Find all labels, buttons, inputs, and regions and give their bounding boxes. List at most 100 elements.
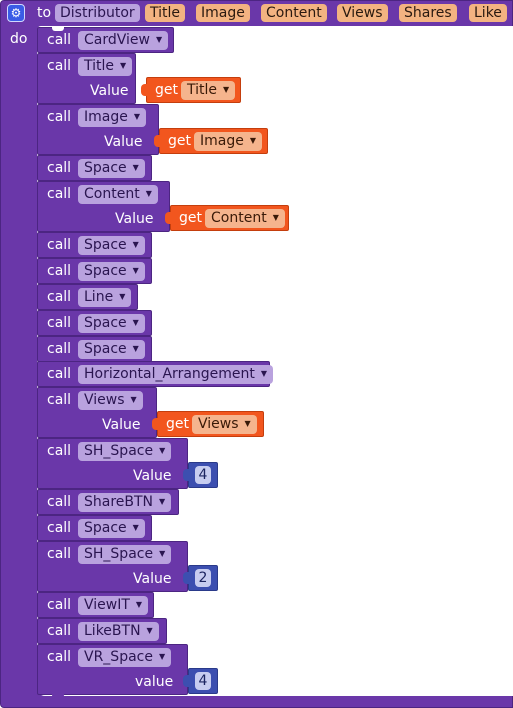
- call-label: call: [47, 392, 72, 408]
- get-label: get: [168, 133, 191, 149]
- call-block-vr-space[interactable]: call VR_Space ▼ value: [37, 644, 188, 698]
- call-label: call: [47, 315, 72, 331]
- chevron-down-icon: ▼: [119, 292, 126, 301]
- component-dropdown[interactable]: Space ▼: [78, 519, 145, 538]
- number-value[interactable]: 4: [195, 466, 211, 484]
- param-views[interactable]: Views: [337, 4, 388, 22]
- get-block-views[interactable]: get Views ▼: [152, 411, 264, 437]
- param-shares[interactable]: Shares: [399, 4, 457, 22]
- component-dropdown[interactable]: Views ▼: [78, 391, 143, 410]
- chevron-down-icon: ▼: [272, 213, 279, 222]
- get-block-content[interactable]: get Content ▼: [165, 205, 289, 231]
- call-block-image[interactable]: call Image ▼ Value: [37, 104, 159, 155]
- call-block-space[interactable]: call Space ▼: [37, 515, 152, 541]
- number-block[interactable]: 2: [183, 565, 218, 591]
- call-label: call: [47, 237, 72, 253]
- component-dropdown[interactable]: Title ▼: [78, 57, 133, 76]
- component-dropdown[interactable]: Space ▼: [78, 314, 145, 333]
- call-label: call: [47, 649, 72, 665]
- call-block-space[interactable]: call Space ▼: [37, 310, 152, 336]
- chevron-down-icon: ▼: [133, 112, 141, 121]
- call-block-space[interactable]: call Space ▼: [37, 232, 152, 258]
- chevron-down-icon: ▼: [155, 35, 163, 44]
- variable-dropdown[interactable]: Views ▼: [192, 415, 257, 434]
- get-block-image[interactable]: get Image ▼: [154, 128, 268, 154]
- number-block[interactable]: 4: [183, 668, 218, 694]
- chevron-down-icon: ▼: [158, 652, 166, 661]
- call-block-cardview[interactable]: call CardView ▼: [37, 27, 174, 53]
- component-dropdown[interactable]: Content ▼: [78, 185, 158, 204]
- value-label: Value: [102, 417, 141, 433]
- component-dropdown[interactable]: SH_Space ▼: [78, 545, 172, 564]
- call-label: call: [47, 623, 72, 639]
- call-block-horizontal-arrangement[interactable]: call Horizontal_Arrangement ▼: [37, 361, 274, 387]
- component-dropdown[interactable]: Image ▼: [78, 108, 147, 127]
- do-label: do: [10, 31, 28, 47]
- chevron-down-icon: ▼: [145, 189, 152, 198]
- call-label: call: [47, 443, 72, 459]
- variable-dropdown[interactable]: Image ▼: [194, 132, 263, 151]
- component-dropdown[interactable]: LikeBTN ▼: [78, 622, 159, 641]
- value-label: Value: [90, 83, 129, 99]
- get-block-title[interactable]: get Title ▼: [141, 77, 241, 103]
- component-dropdown[interactable]: Space ▼: [78, 236, 145, 255]
- chevron-down-icon: ▼: [130, 395, 137, 404]
- call-block-line[interactable]: call Line ▼: [37, 284, 138, 310]
- param-title[interactable]: Title: [145, 4, 186, 22]
- chevron-down-icon: ▼: [132, 344, 139, 353]
- call-label: call: [47, 289, 72, 305]
- call-block-title[interactable]: call Title ▼ Value: [37, 53, 136, 104]
- value-label: value: [135, 674, 174, 690]
- call-block-content[interactable]: call Content ▼ Value: [37, 181, 170, 232]
- component-dropdown[interactable]: Space ▼: [78, 340, 145, 359]
- param-content[interactable]: Content: [261, 4, 327, 22]
- call-block-sh-space[interactable]: call SH_Space ▼ Value: [37, 438, 188, 489]
- component-dropdown[interactable]: VR_Space ▼: [78, 648, 172, 667]
- number-block[interactable]: 4: [183, 462, 218, 488]
- component-dropdown[interactable]: Space ▼: [78, 262, 145, 281]
- chevron-down-icon: ▼: [132, 523, 139, 532]
- procedure-name-field[interactable]: Distributor: [55, 4, 140, 22]
- chevron-down-icon: ▼: [120, 61, 127, 70]
- chevron-down-icon: ▼: [132, 318, 139, 327]
- to-label: to: [37, 5, 52, 21]
- call-label: call: [47, 109, 72, 125]
- param-image[interactable]: Image: [196, 4, 250, 22]
- component-dropdown[interactable]: CardView ▼: [78, 31, 169, 50]
- call-label: call: [47, 546, 72, 562]
- call-block-viewit[interactable]: call ViewIT ▼: [37, 592, 154, 618]
- call-label: call: [47, 597, 72, 613]
- call-block-space[interactable]: call Space ▼: [37, 336, 152, 362]
- call-block-sharebtn[interactable]: call ShareBTN ▼: [37, 489, 179, 515]
- value-label: Value: [133, 571, 172, 587]
- number-value[interactable]: 4: [195, 672, 211, 690]
- call-label: call: [47, 341, 72, 357]
- call-block-space[interactable]: call Space ▼: [37, 258, 152, 284]
- get-label: get: [166, 416, 189, 432]
- component-dropdown[interactable]: SH_Space ▼: [78, 442, 172, 461]
- component-dropdown[interactable]: Horizontal_Arrangement ▼: [78, 365, 274, 384]
- component-dropdown[interactable]: ShareBTN ▼: [78, 493, 172, 512]
- get-label: get: [179, 210, 202, 226]
- call-block-space[interactable]: call Space ▼: [37, 155, 152, 181]
- call-label: call: [47, 58, 72, 74]
- variable-dropdown[interactable]: Content ▼: [205, 209, 285, 228]
- chevron-down-icon: ▼: [132, 163, 139, 172]
- gear-icon[interactable]: ⚙: [7, 4, 25, 22]
- chevron-down-icon: ▼: [249, 136, 257, 145]
- chevron-down-icon: ▼: [132, 266, 139, 275]
- chevron-down-icon: ▼: [223, 85, 230, 94]
- call-label: call: [47, 160, 72, 176]
- chevron-down-icon: ▼: [260, 369, 268, 378]
- call-block-views[interactable]: call Views ▼ Value: [37, 387, 157, 438]
- param-like[interactable]: Like: [469, 4, 507, 22]
- number-value[interactable]: 2: [195, 569, 211, 587]
- call-label: call: [47, 186, 72, 202]
- variable-dropdown[interactable]: Title ▼: [181, 81, 236, 100]
- call-block-sh-space[interactable]: call SH_Space ▼ Value: [37, 541, 188, 592]
- component-dropdown[interactable]: Line ▼: [78, 288, 132, 307]
- call-block-likebtn[interactable]: call LikeBTN ▼: [37, 618, 167, 644]
- component-dropdown[interactable]: ViewIT ▼: [78, 596, 149, 615]
- component-dropdown[interactable]: Space ▼: [78, 159, 145, 178]
- chevron-down-icon: ▼: [159, 446, 166, 455]
